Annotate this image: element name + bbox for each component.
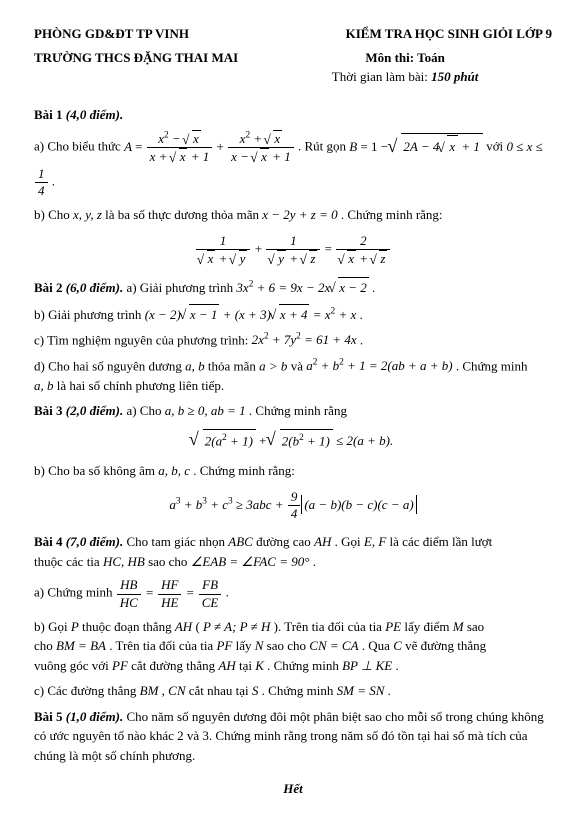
- bai1-b: b) Cho x, y, z là ba số thực dương thỏa …: [34, 205, 552, 225]
- bai4-a: a) Chứng minh HBHC = HFHE = FBCE .: [34, 577, 552, 611]
- bai3-b-formula: a3 + b3 + c3 ≥ 3abc + 94(a − b)(b − c)(c…: [34, 489, 552, 523]
- header-sub-row: TRƯỜNG THCS ĐẶNG THAI MAI Môn thi: Toán …: [34, 48, 552, 87]
- bai5: Bài 5 (1,0 điểm). Cho năm số nguyên dươn…: [34, 707, 552, 766]
- bai1-a: a) Cho biểu thức A = x2 − xx + x + 1 + x…: [34, 130, 552, 199]
- subject-block: Môn thi: Toán Thời gian làm bài: 150 phú…: [258, 48, 552, 87]
- bai3-a: Bài 3 (2,0 điểm). a) Cho a, b ≥ 0, ab = …: [34, 401, 552, 421]
- expr-A: A = x2 − xx + x + 1 + x2 + xx − x + 1: [124, 139, 298, 154]
- bai4-intro: Bài 4 (7,0 điểm). Cho tam giác nhọn ABC …: [34, 532, 552, 571]
- exam: KIỂM TRA HỌC SINH GIỎI LỚP 9: [346, 24, 552, 44]
- bai4-c: c) Các đường thẳng BM , CN cắt nhau tại …: [34, 681, 552, 701]
- expr-B: B = 1 − 2A − 4x + 1: [349, 139, 483, 154]
- bai2-b: b) Giải phương trình (x − 2)x − 1 + (x +…: [34, 304, 552, 325]
- bai2-a: Bài 2 (6,0 điểm). a) Giải phương trình 3…: [34, 277, 552, 298]
- bai1-b-formula: 1x + y + 1y + z = 2x + z: [34, 233, 552, 268]
- bai2-d: d) Cho hai số nguyên dương a, b thỏa mãn…: [34, 356, 552, 395]
- bai2-c: c) Tìm nghiệm nguyên của phương trình: 2…: [34, 330, 552, 350]
- bai3-a-formula: 2(a2 + 1) + 2(b2 + 1) ≤ 2(a + b).: [34, 429, 552, 452]
- header-row: PHÒNG GD&ĐT TP VINH KIỂM TRA HỌC SINH GI…: [34, 24, 552, 44]
- time: Thời gian làm bài: 150 phút: [258, 67, 552, 87]
- bai1-title: Bài 1 (4,0 điểm).: [34, 105, 552, 125]
- dept: PHÒNG GD&ĐT TP VINH: [34, 24, 189, 44]
- bai4-b: b) Gọi P thuộc đoạn thẳng AH ( P ≠ A; P …: [34, 617, 552, 676]
- subject: Môn thi: Toán: [258, 48, 552, 68]
- school: TRƯỜNG THCS ĐẶNG THAI MAI: [34, 48, 238, 87]
- bai3-b: b) Cho ba số không âm a, b, c . Chứng mi…: [34, 461, 552, 481]
- footer-het: Hết: [34, 779, 552, 799]
